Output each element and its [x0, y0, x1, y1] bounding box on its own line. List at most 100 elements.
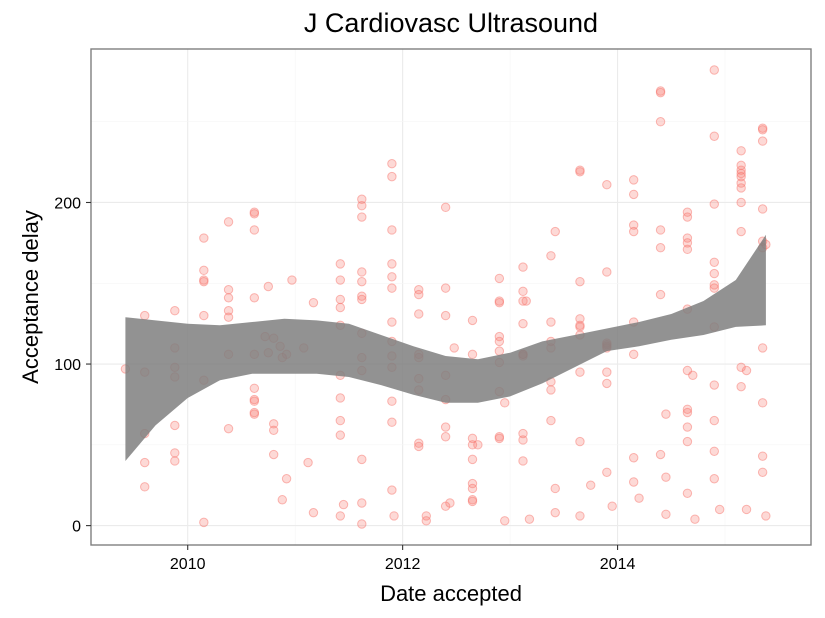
- data-point: [661, 509, 671, 520]
- data-point: [550, 507, 560, 518]
- data-point: [268, 449, 279, 460]
- data-point: [709, 283, 719, 293]
- data-point: [709, 474, 719, 484]
- data-point: [467, 478, 478, 489]
- data-point: [709, 380, 719, 390]
- data-point: [387, 272, 397, 282]
- data-point: [249, 293, 260, 303]
- data-point: [467, 483, 478, 494]
- y-axis-title: Acceptance delay: [18, 210, 43, 384]
- data-point: [628, 349, 639, 360]
- data-point: [757, 467, 768, 477]
- data-point: [387, 259, 397, 269]
- data-point: [440, 202, 451, 213]
- data-point: [757, 398, 768, 408]
- data-point: [736, 226, 746, 237]
- data-point: [308, 507, 319, 518]
- y-tick-label: 100: [54, 357, 81, 374]
- data-point: [140, 457, 150, 468]
- data-point: [655, 449, 666, 460]
- data-point: [518, 296, 528, 306]
- data-point: [688, 370, 698, 381]
- data-point: [170, 456, 180, 466]
- data-point: [500, 516, 510, 526]
- data-point: [709, 65, 719, 75]
- data-point: [308, 297, 319, 308]
- data-point: [736, 165, 746, 175]
- data-point: [467, 454, 478, 465]
- data-point: [736, 168, 746, 179]
- data-point: [736, 381, 746, 392]
- data-point: [335, 294, 346, 305]
- data-point: [761, 511, 771, 521]
- data-point: [287, 275, 297, 285]
- data-point: [741, 504, 752, 515]
- y-tick-label: 0: [72, 519, 81, 536]
- data-point: [586, 480, 596, 490]
- data-point: [682, 404, 693, 414]
- data-point: [440, 422, 451, 432]
- data-point: [757, 204, 768, 214]
- data-point: [655, 289, 666, 300]
- data-point: [494, 346, 505, 356]
- data-point: [335, 275, 346, 285]
- data-point: [387, 485, 397, 495]
- data-point: [682, 488, 693, 498]
- data-point: [602, 180, 612, 190]
- data-point: [249, 209, 260, 219]
- data-point: [546, 317, 556, 327]
- data-point: [440, 432, 451, 442]
- data-point: [602, 367, 612, 377]
- data-point: [521, 296, 531, 306]
- data-point: [736, 178, 746, 188]
- data-point: [357, 454, 367, 465]
- data-point: [140, 482, 150, 492]
- data-point: [170, 448, 180, 458]
- data-point: [387, 317, 397, 327]
- data-point: [494, 273, 505, 284]
- data-point: [335, 393, 346, 403]
- data-point: [277, 495, 287, 505]
- data-point: [682, 436, 693, 447]
- data-point: [682, 422, 693, 432]
- data-point: [661, 472, 671, 482]
- data-point: [709, 131, 719, 141]
- data-point: [709, 257, 719, 267]
- data-point: [690, 514, 700, 524]
- panel-background: [91, 49, 811, 545]
- data-point: [467, 433, 478, 444]
- data-point: [467, 496, 478, 507]
- data-point: [655, 117, 666, 127]
- data-point: [387, 396, 397, 406]
- x-tick-label: 2010: [170, 556, 206, 573]
- data-point: [709, 446, 719, 456]
- data-point: [494, 297, 505, 308]
- data-point: [709, 280, 719, 290]
- data-point: [223, 285, 234, 295]
- data-point: [357, 267, 367, 277]
- data-point: [546, 251, 556, 261]
- x-tick-label: 2012: [385, 556, 421, 573]
- data-point: [757, 451, 768, 461]
- data-point: [607, 501, 617, 511]
- data-point: [414, 289, 424, 300]
- data-point: [357, 194, 367, 204]
- data-point: [524, 514, 535, 524]
- data-point: [357, 276, 367, 287]
- data-point: [199, 265, 209, 276]
- data-point: [199, 310, 209, 321]
- data-point: [550, 483, 560, 494]
- data-point: [357, 201, 367, 211]
- data-point: [714, 504, 725, 515]
- data-point: [445, 498, 455, 508]
- data-point: [709, 268, 719, 279]
- data-point: [338, 499, 349, 510]
- data-point: [335, 302, 346, 313]
- data-point: [518, 318, 528, 329]
- data-point: [736, 146, 746, 156]
- data-point: [414, 441, 424, 452]
- data-point: [357, 498, 367, 508]
- data-point: [736, 197, 746, 208]
- data-point: [421, 511, 431, 521]
